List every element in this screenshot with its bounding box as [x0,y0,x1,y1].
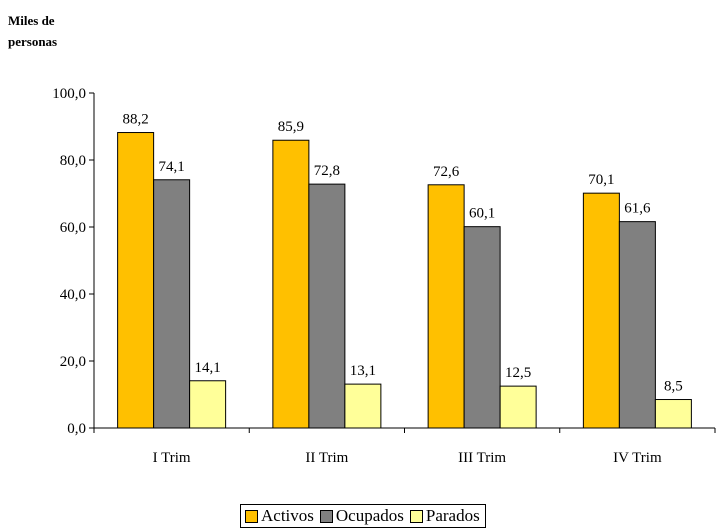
data-label: 12,5 [505,365,531,381]
legend: Activos Ocupados Parados [240,504,486,528]
data-label: 60,1 [469,206,495,222]
legend-item-activos: Activos [245,506,314,526]
y-tick-label: 80,0 [60,153,86,169]
x-tick-label: II Trim [305,450,348,466]
y-axis-title-line-2: personas [8,34,58,49]
bar-ocupados [153,179,191,429]
bar-activos [427,184,465,429]
bar-parados [654,399,692,429]
data-label: 88,2 [123,112,149,128]
legend-label-parados: Parados [425,506,480,525]
x-tick-label: III Trim [458,450,506,466]
legend-label-ocupados: Ocupados [335,506,404,525]
legend-item-ocupados: Ocupados [319,506,404,526]
y-tick-label: 0,0 [67,421,86,437]
legend-swatch-ocupados [319,509,333,523]
data-label: 70,1 [588,172,614,188]
y-tick-label: 40,0 [60,287,86,303]
bar-ocupados [308,183,346,429]
data-label: 61,6 [624,201,651,217]
bar-activos [117,132,155,429]
bar-ocupados [618,221,656,429]
y-tick-label: 60,0 [60,220,86,236]
data-label: 72,8 [314,163,340,179]
bar-activos [582,192,620,429]
data-label: 85,9 [278,119,304,135]
data-label: 13,1 [350,363,376,379]
bar-ocupados [463,226,501,429]
data-label: 8,5 [664,379,683,395]
legend-swatch-activos [245,509,258,523]
legend-item-parados: Parados [409,506,480,526]
legend-label-activos: Activos [261,506,314,525]
data-label: 72,6 [433,164,460,180]
bar-parados [499,385,537,429]
y-axis-title: Miles de personas [8,10,57,52]
y-tick-label: 100,0 [52,86,86,102]
bar-activos [272,139,310,429]
data-label: 14,1 [195,360,221,376]
data-label: 74,1 [159,159,185,175]
y-tick-label: 20,0 [60,354,86,370]
bar-parados [189,380,227,429]
x-tick-label: I Trim [153,450,191,466]
bar-parados [344,383,382,429]
x-tick-label: IV Trim [613,450,662,466]
y-axis-title-line-1: Miles de [8,13,55,28]
legend-swatch-parados [409,509,423,523]
bar-chart: 0,0 20,0 40,0 60,0 80,0 100,0 I Trim 88,2 74,1 14… [52,86,716,466]
